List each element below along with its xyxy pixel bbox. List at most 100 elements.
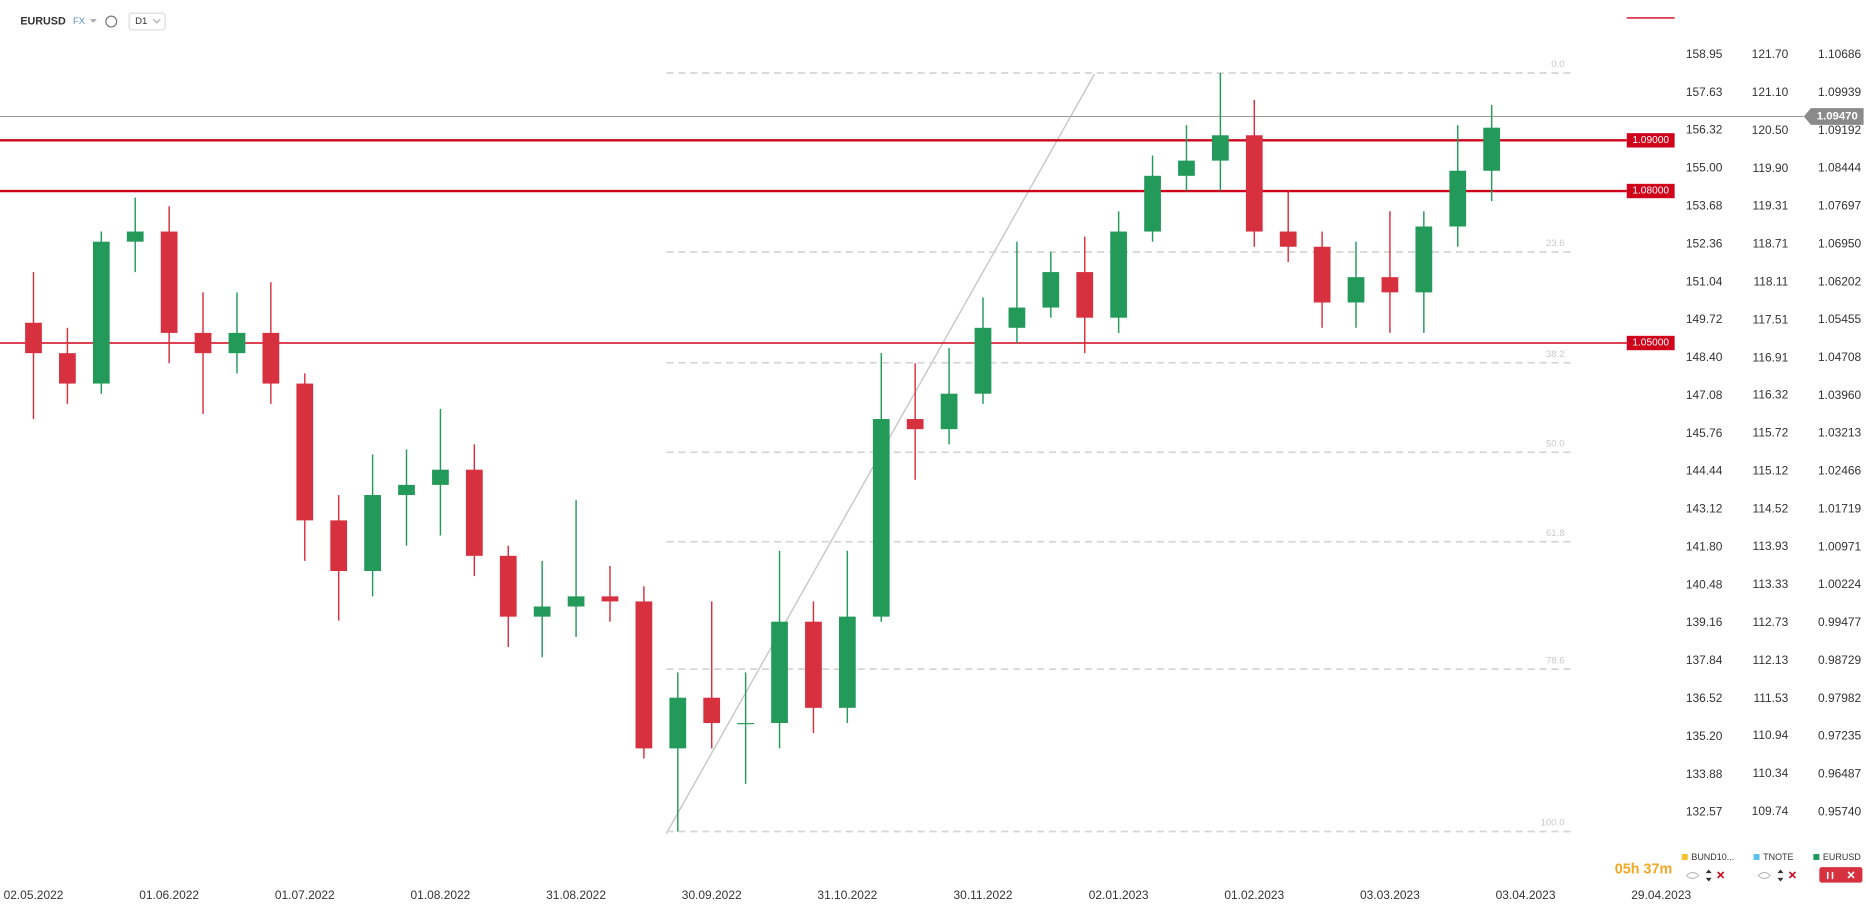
y-tick-label: 136.52 — [1686, 691, 1723, 705]
y-tick-label: 0.97982 — [1818, 691, 1862, 705]
x-tick-label: 02.01.2023 — [1089, 888, 1149, 902]
candle-body — [364, 495, 381, 572]
candle-body — [330, 520, 348, 572]
candle-body — [92, 241, 110, 384]
candle-body — [1313, 246, 1331, 303]
y-tick-label: 155.00 — [1686, 161, 1723, 175]
y-tick-label: 0.98729 — [1818, 653, 1862, 667]
y-tick-label: 157.63 — [1686, 85, 1723, 99]
y-tick-label: 114.52 — [1753, 502, 1789, 516]
legend-eye[interactable] — [1757, 871, 1772, 880]
y-tick-label: 115.72 — [1753, 426, 1789, 440]
fib-level-label: 50.0 — [1546, 438, 1565, 449]
candle-body — [940, 393, 958, 430]
y-tick-label: 1.03960 — [1818, 388, 1862, 402]
candle-body — [1110, 231, 1128, 318]
fib-level-label: 61.8 — [1546, 528, 1565, 539]
y-tick-label: 1.07697 — [1818, 199, 1862, 213]
y-tick-label: 132.57 — [1686, 804, 1723, 818]
legend-active-box[interactable] — [1819, 867, 1863, 883]
y-tick-label: 141.80 — [1686, 539, 1723, 553]
dropdown-caret[interactable] — [89, 19, 97, 23]
level-label-box — [1626, 133, 1675, 148]
candle-body — [1042, 272, 1060, 308]
interval-box[interactable] — [128, 12, 166, 31]
y-tick-label: 121.70 — [1752, 47, 1789, 61]
candle-body — [499, 555, 517, 617]
y-tick-label: 1.08444 — [1818, 161, 1862, 175]
fib-level-label: 23.6 — [1546, 238, 1565, 249]
candle-body — [25, 322, 42, 354]
y-tick-label: 0.97235 — [1818, 729, 1862, 743]
fib-level-label: 0.0 — [1551, 59, 1564, 70]
legend-sort[interactable] — [1777, 869, 1784, 882]
countdown: 05h 37m — [1615, 861, 1672, 877]
legend-eye[interactable] — [1685, 871, 1700, 880]
legend-swatch — [1753, 853, 1760, 860]
candle-body — [771, 621, 788, 724]
y-tick-label: 0.99477 — [1818, 615, 1862, 629]
y-tick-label: 116.91 — [1753, 350, 1789, 364]
legend-remove[interactable] — [1847, 871, 1855, 879]
legend-label[interactable]: BUND10... — [1691, 852, 1734, 862]
y-tick-label: 139.16 — [1686, 615, 1723, 629]
y-tick-label: 133.88 — [1686, 767, 1723, 781]
x-tick-label: 30.09.2022 — [682, 888, 742, 902]
y-tick-label: 110.34 — [1753, 766, 1789, 780]
market: FX — [73, 16, 86, 27]
y-tick-label: 1.06950 — [1818, 236, 1862, 250]
y-tick-label: 117.51 — [1753, 312, 1789, 326]
candle-body — [160, 231, 178, 333]
y-tick-label: 135.20 — [1686, 729, 1723, 743]
y-tick-label: 0.96487 — [1818, 767, 1862, 781]
level-label: 1.08000 — [1632, 186, 1669, 197]
x-tick-label: 01.07.2022 — [275, 888, 335, 902]
y-tick-label: 113.33 — [1753, 577, 1789, 591]
y-tick-label: 137.84 — [1686, 653, 1723, 667]
y-tick-label: 1.09939 — [1818, 85, 1862, 99]
x-tick-label: 02.05.2022 — [4, 888, 64, 902]
y-tick-label: 1.01719 — [1818, 501, 1862, 515]
legend-label[interactable]: TNOTE — [1763, 852, 1793, 862]
x-tick-label: 31.08.2022 — [546, 888, 606, 902]
y-tick-label: 143.12 — [1686, 502, 1723, 516]
candle-body — [737, 723, 754, 725]
y-tick-label: 149.72 — [1686, 312, 1723, 326]
x-tick-label: 31.10.2022 — [817, 888, 877, 902]
y-tick-label: 121.10 — [1752, 85, 1789, 99]
x-tick-label: 30.11.2022 — [954, 888, 1013, 902]
symbol[interactable]: EURUSD — [20, 15, 66, 27]
legend-remove[interactable] — [1788, 871, 1796, 879]
legend-swatch — [1681, 853, 1688, 860]
candle-body — [601, 596, 619, 602]
interval[interactable]: D1 — [135, 16, 147, 27]
last-price-label: 1.09470 — [1817, 111, 1858, 123]
y-tick-label: 153.68 — [1686, 199, 1723, 213]
candle-body — [838, 616, 856, 708]
y-tick-label: 1.03213 — [1818, 426, 1862, 440]
candle-body — [1008, 307, 1026, 328]
legend-remove[interactable] — [1717, 871, 1725, 879]
candle-body — [1245, 135, 1263, 232]
candle-body — [1212, 135, 1229, 161]
y-tick-label: 1.05455 — [1818, 312, 1862, 326]
info-icon[interactable] — [105, 15, 118, 28]
x-tick-label: 03.03.2023 — [1360, 888, 1420, 902]
candle-body — [1483, 127, 1501, 171]
y-tick-label: 109.74 — [1752, 804, 1789, 818]
legend-sort[interactable] — [1705, 869, 1712, 882]
legend-label[interactable]: EURUSD — [1823, 852, 1861, 862]
candle-body — [465, 469, 483, 556]
y-tick-label: 145.76 — [1686, 426, 1723, 440]
y-tick-label: 119.31 — [1753, 198, 1789, 212]
candle-body — [872, 419, 890, 617]
level-label: 1.09000 — [1632, 135, 1669, 146]
fib-level-label: 100.0 — [1541, 818, 1565, 829]
level-label: 1.05000 — [1632, 338, 1669, 349]
candle-body — [906, 419, 924, 430]
y-tick-label: 140.48 — [1686, 577, 1723, 591]
candle-body — [635, 601, 653, 749]
y-tick-label: 1.04708 — [1818, 350, 1862, 364]
candle-body — [533, 606, 551, 617]
fib-level-label: 78.6 — [1546, 655, 1565, 666]
